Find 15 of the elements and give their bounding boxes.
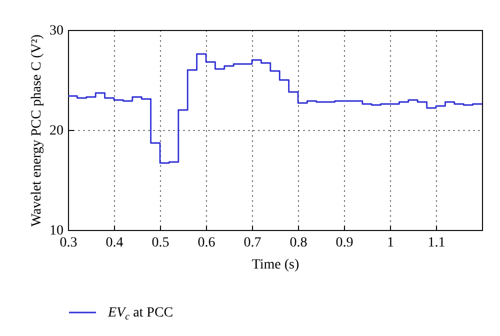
x-tick-label: 1.1 <box>428 236 446 250</box>
x-tick-label: 1 <box>387 236 394 250</box>
legend-label: EV$_{c}$ at PCC <box>107 306 174 322</box>
x-tick-label: 0.3 <box>60 236 78 250</box>
x-tick-label: 0.9 <box>336 236 354 250</box>
x-axis-title: Time (s) <box>252 258 300 272</box>
x-tick-label: 0.7 <box>244 236 262 250</box>
y-tick-label: 20 <box>50 124 64 138</box>
y-tick-label: 30 <box>50 24 64 38</box>
x-tick-label: 0.5 <box>152 236 170 250</box>
y-tick-label: 10 <box>50 224 64 238</box>
x-tick-label: 0.6 <box>198 236 216 250</box>
x-tick-label: 0.4 <box>106 236 124 250</box>
x-tick-label: 0.8 <box>290 236 308 250</box>
y-axis-title: Wavelet energy PCC phase C (V²) <box>30 34 44 227</box>
